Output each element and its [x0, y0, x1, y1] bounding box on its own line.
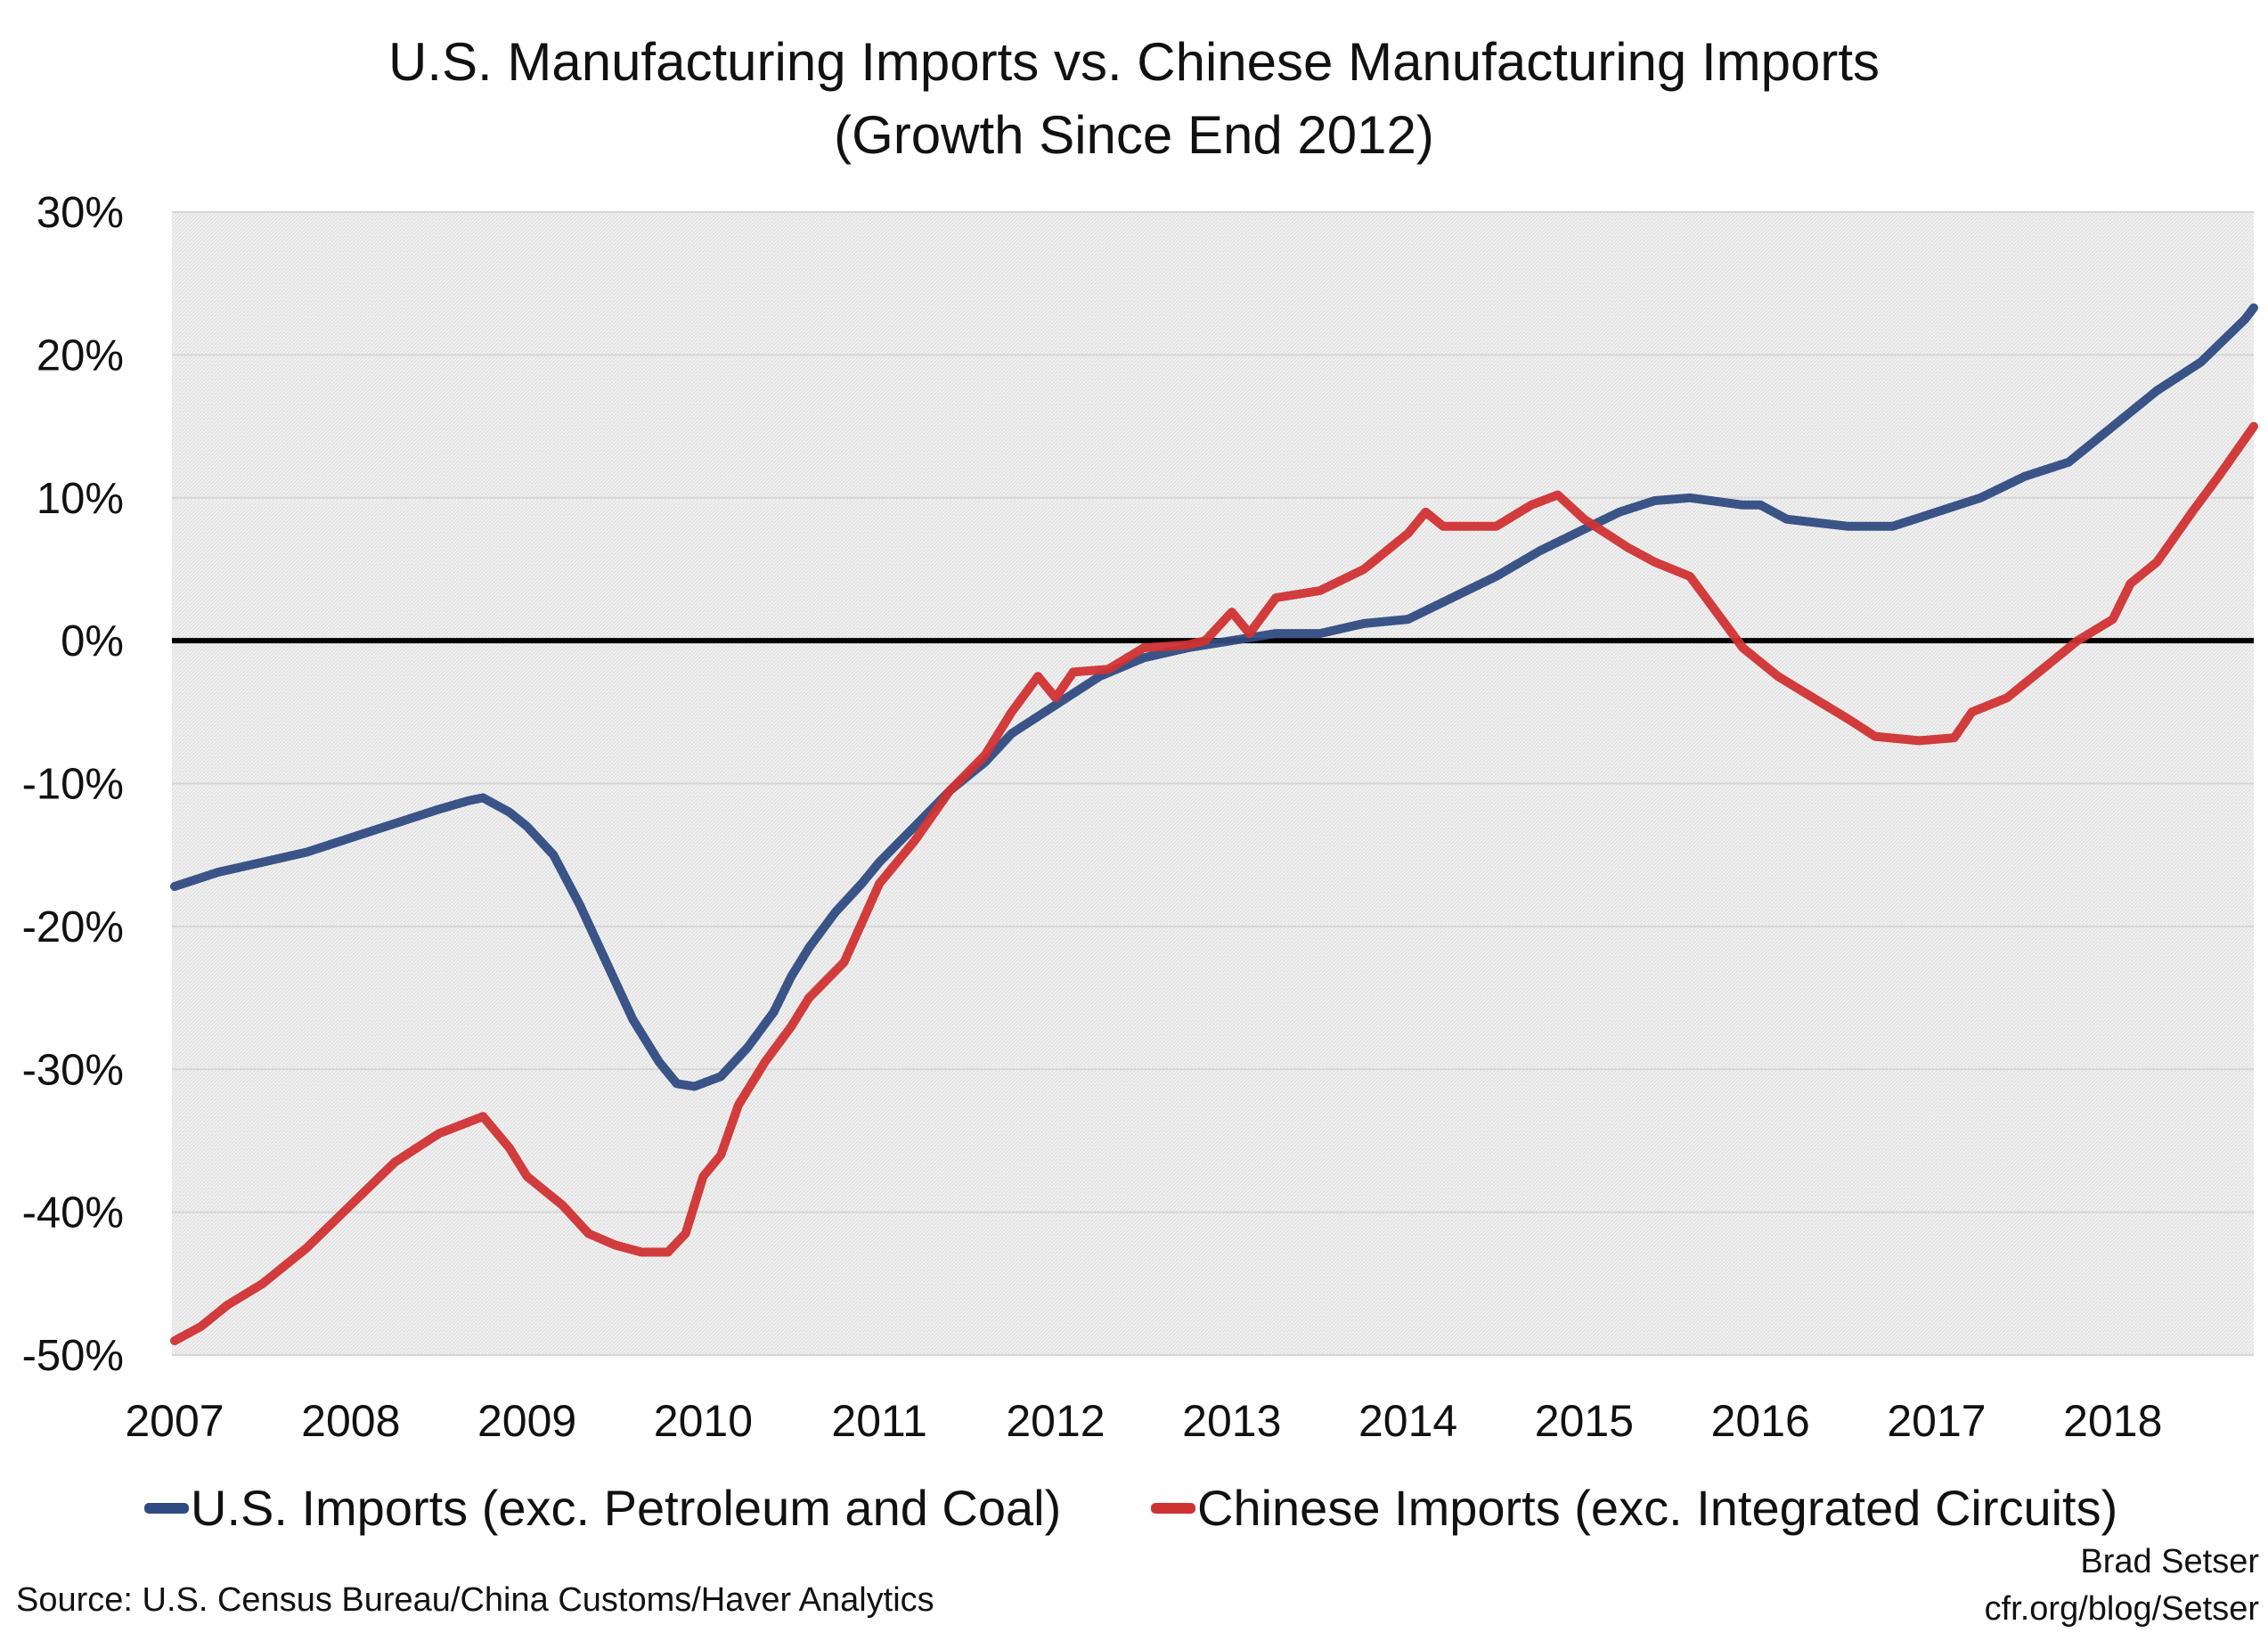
y-tick-label: -30%: [22, 1046, 124, 1094]
series-line-us-imports: [170, 303, 2258, 1091]
legend-label-us: U.S. Imports (exc. Petroleum and Coal): [191, 1480, 1062, 1536]
legend-item-us: U.S. Imports (exc. Petroleum and Coal): [144, 1479, 1061, 1537]
legend-swatch-us: [144, 1502, 189, 1514]
x-tick-label: 2018: [2063, 1396, 2162, 1446]
x-tick-label: 2012: [1006, 1396, 1105, 1446]
y-tick-label: 20%: [37, 331, 124, 380]
chart-subtitle: (Growth Since End 2012): [834, 105, 1434, 165]
legend-item-china: Chinese Imports (exc. Integrated Circuit…: [1151, 1479, 2117, 1537]
x-tick-label: 2015: [1535, 1396, 1634, 1446]
x-tick-label: 2014: [1358, 1396, 1457, 1446]
x-tick-label: 2011: [831, 1396, 927, 1446]
x-tick-label: 2008: [301, 1396, 400, 1446]
y-tick-label: 0%: [61, 617, 124, 665]
chart-title: U.S. Manufacturing Imports vs. Chinese M…: [388, 32, 1880, 92]
y-tick-label: 30%: [37, 189, 124, 237]
legend-swatch-china: [1151, 1502, 1195, 1514]
y-tick-label: -20%: [22, 903, 124, 951]
legend-label-china: Chinese Imports (exc. Integrated Circuit…: [1197, 1480, 2118, 1536]
source-note: Source: U.S. Census Bureau/China Customs…: [16, 1581, 934, 1619]
y-tick-label: 10%: [37, 475, 124, 523]
y-tick-label: -50%: [22, 1332, 124, 1380]
author-url: cfr.org/blog/Setser: [1984, 1590, 2259, 1628]
series-line-chinese-imports: [170, 421, 2258, 1345]
y-tick-label: -10%: [22, 761, 124, 809]
x-tick-label: 2009: [477, 1396, 576, 1446]
x-tick-label: 2016: [1711, 1396, 1810, 1446]
x-tick-label: 2013: [1182, 1396, 1281, 1446]
x-tick-label: 2017: [1887, 1396, 1986, 1446]
author-credit: Brad Setser: [2080, 1543, 2259, 1580]
x-tick-label: 2010: [654, 1396, 753, 1446]
y-tick-label: -40%: [22, 1189, 124, 1237]
x-tick-label: 2007: [125, 1396, 224, 1446]
